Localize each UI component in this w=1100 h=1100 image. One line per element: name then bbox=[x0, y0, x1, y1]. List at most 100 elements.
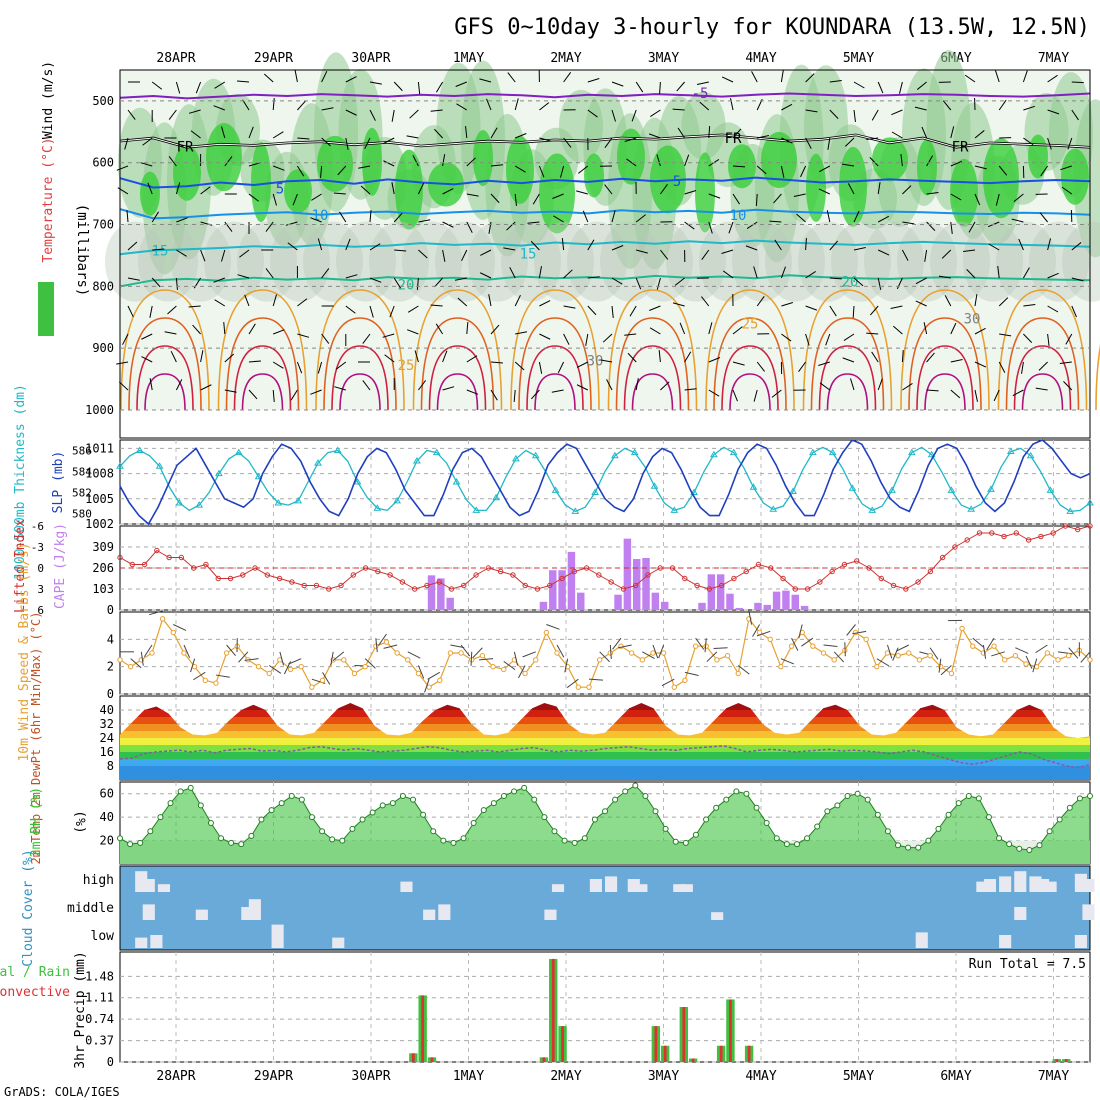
rh-marker bbox=[996, 835, 1003, 842]
wind-barb bbox=[611, 277, 623, 285]
wind-barb bbox=[774, 239, 782, 251]
wind-barb bbox=[902, 221, 915, 225]
li-marker bbox=[264, 572, 271, 578]
wind-barb bbox=[391, 182, 395, 195]
wind-barb bbox=[1047, 272, 1059, 279]
li-marker bbox=[682, 575, 688, 582]
wind-speed-marker bbox=[575, 684, 582, 690]
wind-barb-10m bbox=[330, 651, 334, 666]
wind-barb bbox=[1039, 212, 1048, 223]
wind-barb-10m bbox=[130, 658, 142, 669]
wind-barb bbox=[552, 193, 564, 199]
wind-barb bbox=[507, 72, 516, 83]
wind-barb bbox=[602, 333, 613, 343]
wind-speed-marker bbox=[255, 663, 262, 670]
precip-conv-bar bbox=[654, 1026, 658, 1062]
wind-barb bbox=[466, 322, 469, 335]
li-marker bbox=[522, 582, 528, 589]
wind-barb bbox=[756, 361, 765, 372]
wind-barb-10m bbox=[140, 651, 144, 666]
upper-panel-bottom bbox=[120, 410, 1090, 438]
thickness-marker bbox=[611, 451, 619, 459]
wind-barb bbox=[127, 109, 136, 120]
temp-arch bbox=[916, 345, 974, 411]
temp2m-tick-label: 32 bbox=[100, 717, 114, 731]
thickness-marker bbox=[413, 457, 421, 464]
contour-label: 20 bbox=[398, 277, 415, 293]
thickness-marker bbox=[868, 506, 877, 513]
wind-speed-marker bbox=[788, 643, 795, 649]
wind-speed-marker bbox=[660, 650, 667, 656]
wind-barb bbox=[384, 354, 395, 363]
rh-marker bbox=[1076, 795, 1083, 802]
wind-barb bbox=[345, 76, 357, 83]
wind-barb bbox=[950, 193, 962, 201]
pressure-tick-label: 500 bbox=[92, 94, 114, 108]
wind-barb-10m bbox=[972, 637, 984, 648]
thickness-marker bbox=[274, 499, 283, 506]
wind-barb bbox=[539, 333, 551, 340]
wind-barb bbox=[409, 109, 419, 119]
precip-conv-bar bbox=[421, 995, 425, 1062]
wind-barb bbox=[339, 211, 347, 223]
rh-marker bbox=[157, 814, 164, 821]
wind-barb bbox=[781, 302, 794, 307]
rh-marker bbox=[1036, 842, 1043, 849]
rh-core bbox=[584, 153, 604, 198]
wind-speed-marker bbox=[1087, 657, 1093, 663]
cape-bar bbox=[623, 538, 632, 610]
temp-contour bbox=[119, 239, 1091, 256]
cape-bar bbox=[427, 575, 436, 610]
wind-barb-10m bbox=[190, 658, 196, 673]
wind-barb bbox=[224, 221, 233, 232]
precip-tick-label: 1.11 bbox=[85, 991, 114, 1005]
li-marker bbox=[829, 568, 835, 575]
wind-barb bbox=[941, 249, 952, 259]
li-marker bbox=[743, 568, 749, 575]
wind-barb-10m bbox=[566, 678, 579, 688]
date-label-bottom: 7MAY bbox=[1038, 1069, 1069, 1084]
wind-barb bbox=[213, 277, 225, 283]
rh-marker bbox=[975, 795, 982, 802]
wind-barb bbox=[829, 109, 839, 119]
wind-barb bbox=[769, 220, 782, 223]
wind-barb bbox=[974, 130, 985, 139]
wind-barb bbox=[457, 297, 468, 307]
wind-barb bbox=[995, 70, 1000, 83]
li-marker bbox=[1025, 537, 1032, 543]
cloud-cover-block bbox=[142, 904, 155, 920]
chart-title: GFS 0~10day 3-hourly for KOUNDARA (13.5W… bbox=[454, 15, 1090, 40]
wind-barb bbox=[699, 101, 710, 111]
wind-speed-marker bbox=[874, 663, 880, 670]
wind10m-tick-label: 0 bbox=[107, 687, 114, 701]
wind-barb bbox=[963, 249, 976, 252]
wind-barb bbox=[561, 238, 565, 251]
rh-core bbox=[206, 123, 242, 192]
wind-barb bbox=[285, 221, 298, 226]
wind-barb bbox=[818, 165, 831, 173]
wind-barb bbox=[1071, 81, 1084, 84]
temp2m-tick-label: 40 bbox=[100, 703, 114, 717]
wind-barb bbox=[151, 81, 163, 90]
li-marker bbox=[854, 558, 860, 564]
wind-barb bbox=[248, 360, 261, 363]
temp2m-tick-label: 16 bbox=[100, 745, 114, 759]
li-marker bbox=[375, 568, 381, 575]
wind-barb bbox=[916, 81, 927, 90]
wind-barb bbox=[272, 361, 284, 369]
thickness-tick-label: 584 bbox=[72, 466, 92, 479]
rh-marker bbox=[137, 839, 144, 846]
rh-marker bbox=[430, 828, 437, 835]
precip-tick-label: 0.37 bbox=[85, 1034, 114, 1048]
wind-barb bbox=[853, 247, 866, 251]
wind-barb bbox=[843, 333, 855, 341]
rh-marker bbox=[723, 796, 730, 803]
li-marker bbox=[731, 575, 737, 582]
rh-marker bbox=[692, 831, 699, 838]
cloud-axis-label: Cloud Cover (%) bbox=[21, 849, 36, 966]
cloud-cover-block bbox=[423, 909, 436, 920]
rh-marker bbox=[713, 804, 720, 811]
rh-marker bbox=[531, 796, 538, 803]
wind-barb bbox=[722, 270, 734, 279]
wind-barb bbox=[656, 277, 661, 290]
